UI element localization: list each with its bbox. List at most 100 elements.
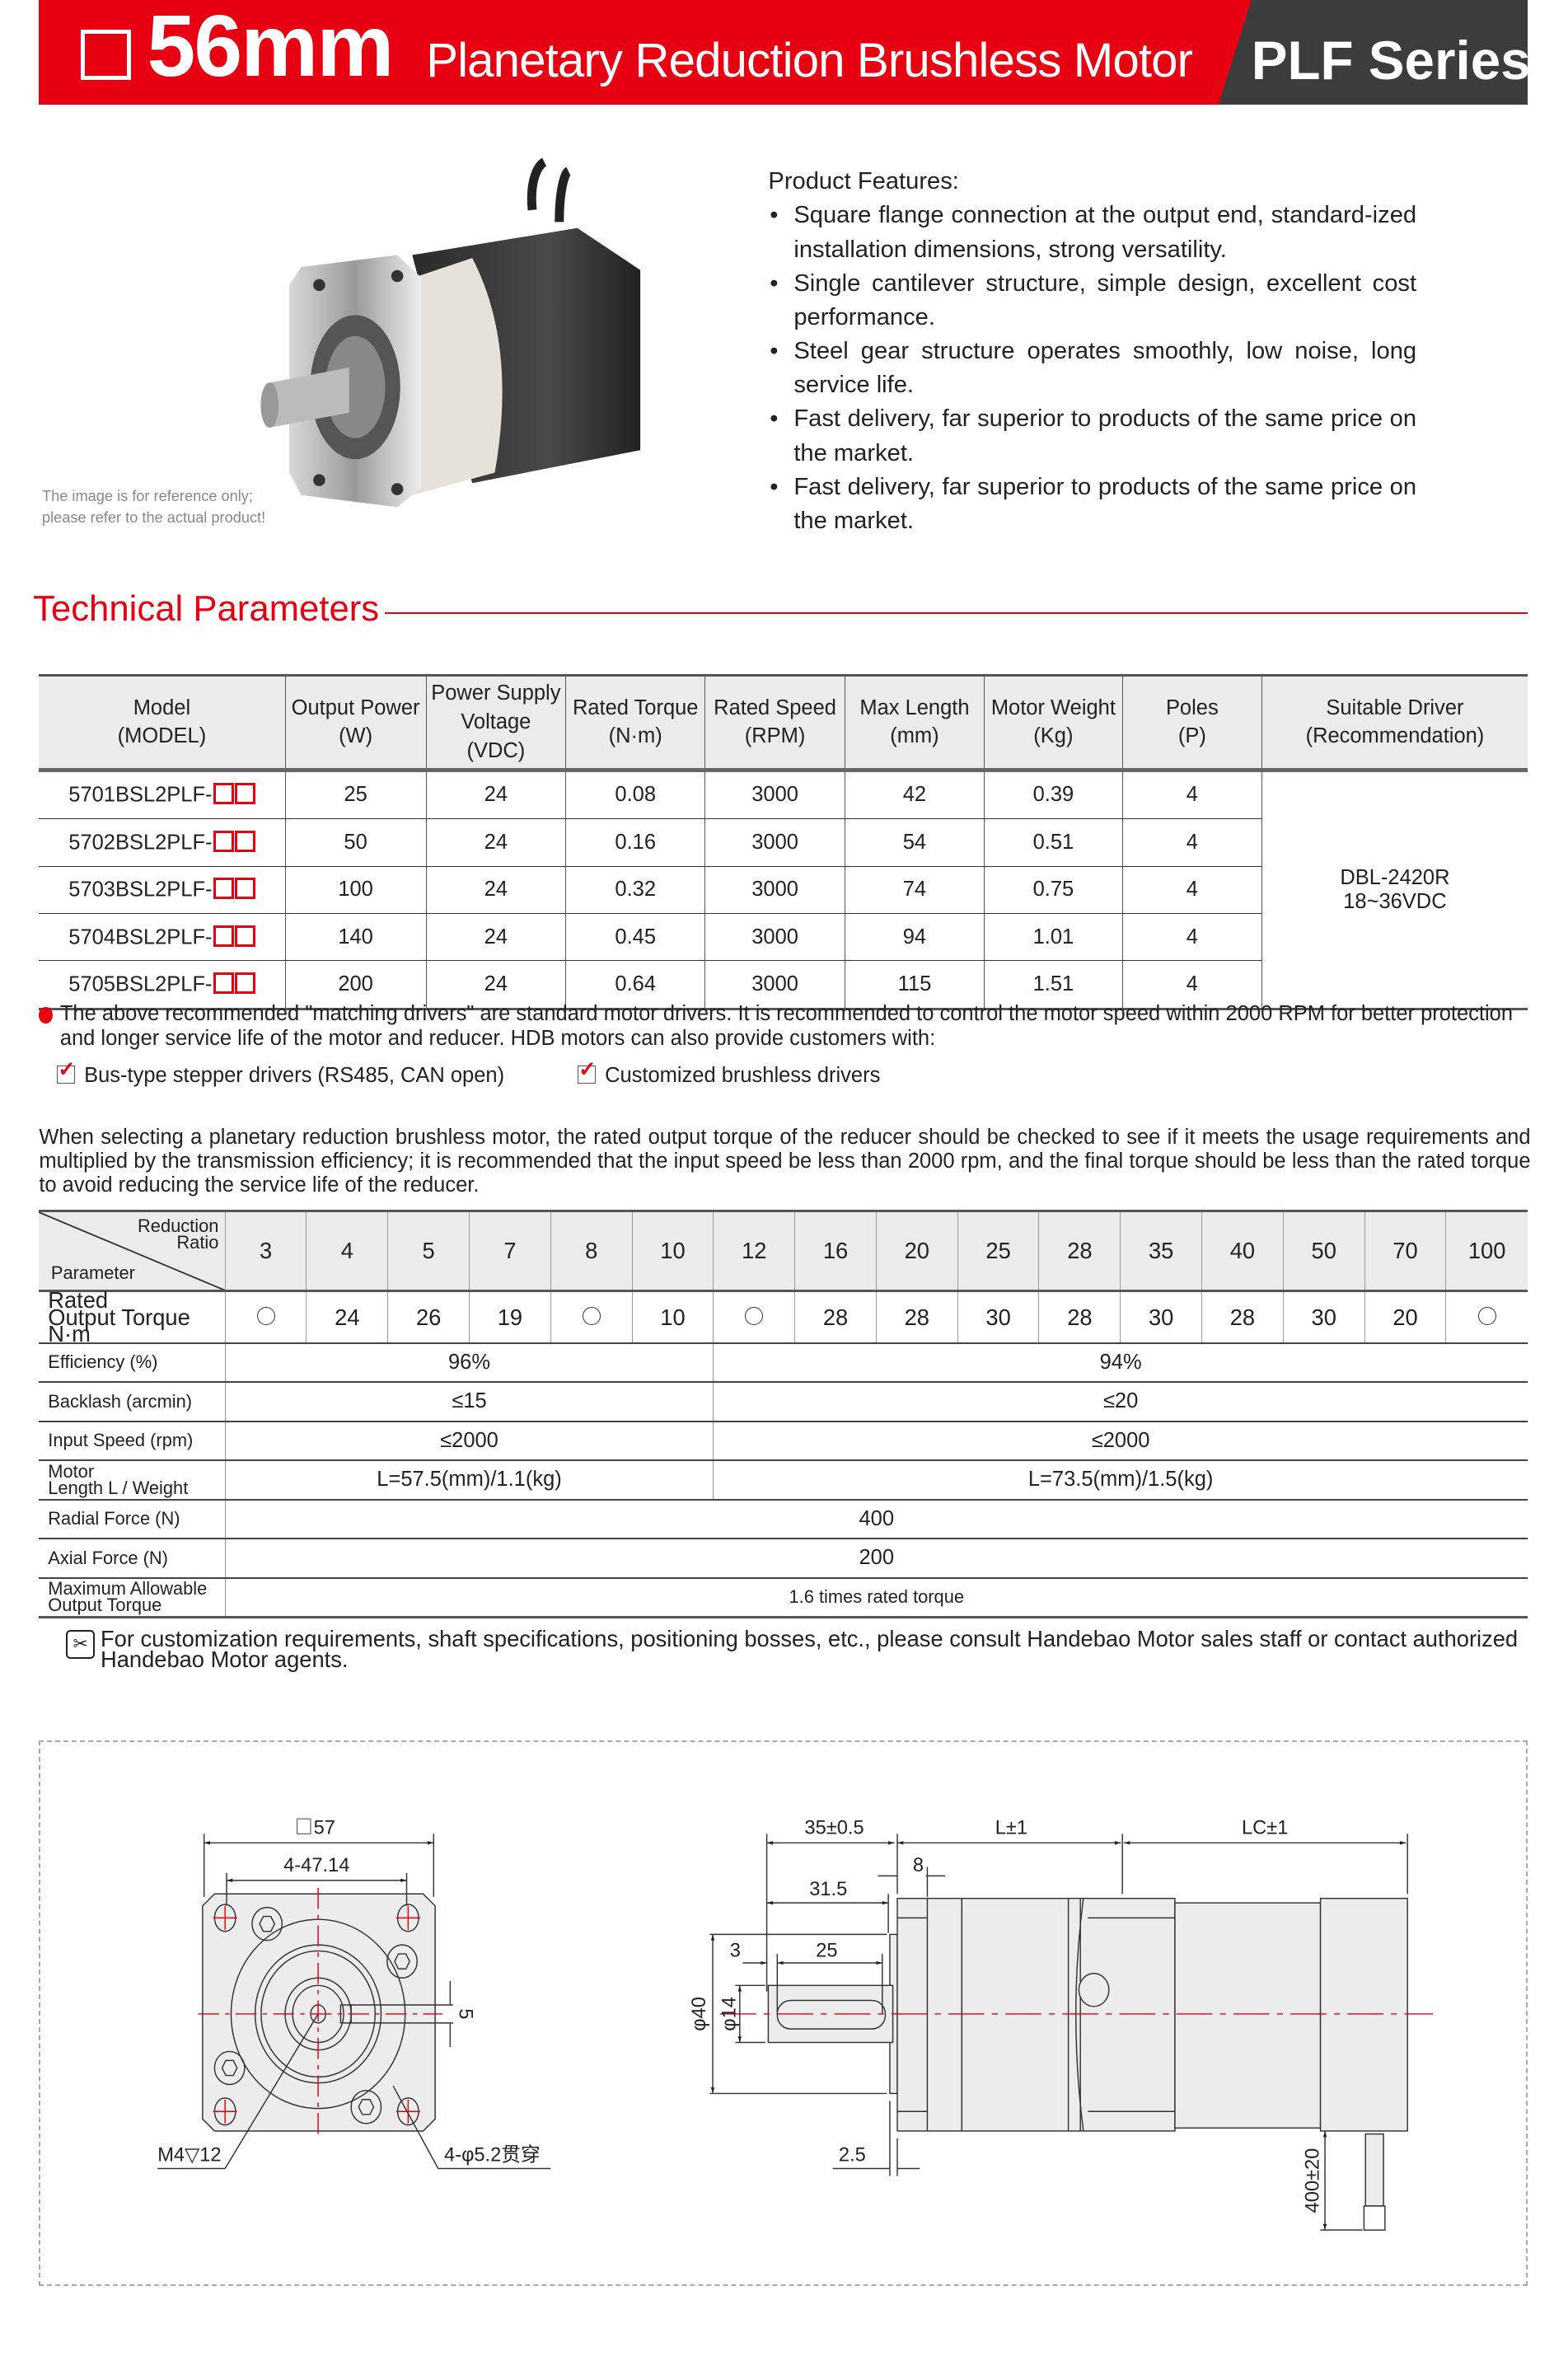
header-unit: (W) xyxy=(339,724,373,748)
header-line: Motor Weight xyxy=(990,696,1116,719)
value-cell: 25 xyxy=(284,770,427,820)
header-unit: (RPM) xyxy=(744,724,806,748)
row-label: Axial Force (N) xyxy=(39,1539,226,1579)
ratio-header: 28 xyxy=(1038,1211,1121,1293)
header-unit: (Recommendation) xyxy=(1305,724,1485,748)
cell-text: 24 xyxy=(484,783,508,807)
cell-text: 24 xyxy=(484,972,508,996)
header-line: Max Length xyxy=(859,696,970,719)
cell-text: 4 xyxy=(1186,878,1198,902)
caption-line: The image is for reference only; xyxy=(41,488,253,505)
table-row: Backlash (arcmin) ≤15 ≤20 xyxy=(39,1382,1528,1422)
cell-text: 3000 xyxy=(751,830,798,854)
cell-text: 0.51 xyxy=(1032,830,1074,854)
cell-text: 4 xyxy=(1186,972,1198,996)
dim-cable: 400±20 xyxy=(1303,2148,1324,2213)
value-cell: 100 xyxy=(284,866,427,914)
value-cell: 0.45 xyxy=(565,913,705,962)
value-cell: 4 xyxy=(1121,866,1262,914)
dim-LC: LC±1 xyxy=(1242,1817,1288,1838)
value-cell: 1.01 xyxy=(984,913,1123,962)
cell-text: 1.51 xyxy=(1032,972,1074,996)
cell-text: 4 xyxy=(1186,925,1198,948)
hex-bolt-icon xyxy=(213,1906,418,2124)
drawing-frame xyxy=(39,1740,1528,2286)
option-brushless-drivers: Customized brushless drivers xyxy=(578,1057,880,1088)
torque-cell xyxy=(224,1290,307,1344)
ratio-header: 50 xyxy=(1282,1211,1365,1293)
placeholder-box-icon xyxy=(235,972,255,994)
column-header: Rated Torque (N·m) xyxy=(565,675,705,772)
front-view-labels: 57 4-47.14 5 M4▽12 4-φ5.2贯穿 xyxy=(157,1817,540,2166)
header-size: 56mm xyxy=(147,0,394,96)
section-divider xyxy=(39,612,1528,614)
value-cell: 115 xyxy=(844,960,985,1009)
model-cell: 5702BSL2PLF- xyxy=(39,818,285,867)
dim-pitch: 4-47.14 xyxy=(283,1855,349,1876)
feature-item: Fast delivery, far superior to products … xyxy=(770,471,1416,538)
square-symbol-icon xyxy=(297,1818,311,1834)
row-label: Input Speed (rpm) xyxy=(39,1421,226,1462)
specs-table: Model (MODEL) Output Power (W) Power Supply … xyxy=(39,673,1528,1010)
ratio-header: 8 xyxy=(550,1211,633,1293)
value-cell: 0.32 xyxy=(565,866,705,914)
cell-text: 54 xyxy=(902,830,927,854)
label-line: Output Torque xyxy=(48,1595,162,1616)
torque-cell: 28 xyxy=(1201,1290,1284,1344)
value-cell: 50 xyxy=(284,818,427,867)
column-header: Output Power (W) xyxy=(284,675,427,772)
torque-cell: 30 xyxy=(1120,1290,1202,1344)
value-cell: 0.08 xyxy=(565,770,705,820)
ratio-header: 5 xyxy=(387,1211,470,1293)
scissors-icon: ✂ xyxy=(66,1629,96,1659)
ratio-header: 12 xyxy=(713,1211,795,1293)
placeholder-box-icon xyxy=(213,925,234,947)
product-features: Product Features: Square flange connecti… xyxy=(768,165,1416,538)
cell-text: 1.01 xyxy=(1032,925,1074,948)
value-low-ratio: 96% xyxy=(224,1342,714,1384)
dim-key: 5 xyxy=(454,2008,475,2019)
ratio-header: 35 xyxy=(1120,1211,1202,1293)
label-line: Motor xyxy=(48,1460,95,1482)
not-available-icon xyxy=(745,1306,764,1325)
value-low-ratio: ≤15 xyxy=(224,1382,714,1422)
driver-cell: DBL-2420R 18~36VDC xyxy=(1261,770,1528,1009)
cell-text: 4 xyxy=(1186,830,1198,854)
value-cell: 3000 xyxy=(704,913,845,962)
corner-label: Ratio xyxy=(176,1232,219,1253)
corner-label: Parameter xyxy=(50,1262,135,1283)
section-title: Technical Parameters xyxy=(33,588,386,630)
ratio-header: 3 xyxy=(224,1211,307,1293)
model-cell: 5704BSL2PLF- xyxy=(39,913,285,962)
column-header: Poles (P) xyxy=(1121,675,1262,772)
value-cell: 0.39 xyxy=(984,770,1123,820)
cell-text: 0.08 xyxy=(615,783,657,807)
torque-cell xyxy=(713,1290,795,1344)
value-cell: 4 xyxy=(1121,960,1262,1009)
series-banner xyxy=(1218,0,1528,105)
label-line: Length L / Weight xyxy=(48,1477,189,1498)
torque-cell: 20 xyxy=(1364,1290,1446,1344)
value-cell: 0.75 xyxy=(984,866,1123,914)
reducer-table: Reduction Ratio Parameter 3 4 5 7 8 10 12 16 20 25 2… xyxy=(39,1209,1528,1619)
value-cell: 3000 xyxy=(704,818,845,867)
dim-31-5: 31.5 xyxy=(809,1879,847,1900)
column-header: Max Length (mm) xyxy=(844,675,985,772)
ratio-header: 10 xyxy=(631,1211,714,1293)
ratio-header: 70 xyxy=(1364,1211,1446,1293)
ratio-header: 40 xyxy=(1201,1211,1284,1293)
cell-text: 100 xyxy=(338,878,373,902)
ratio-header: 20 xyxy=(875,1211,958,1293)
ratio-header: 25 xyxy=(957,1211,1039,1293)
placeholder-box-icon xyxy=(235,830,255,852)
not-available-icon xyxy=(582,1306,601,1325)
value-high-ratio: ≤20 xyxy=(713,1382,1528,1422)
features-title: Product Features: xyxy=(768,168,959,195)
header-unit: (MODEL) xyxy=(117,724,207,748)
value-cell: 3000 xyxy=(704,960,845,1009)
dim-dia40: φ40 xyxy=(689,1997,710,2031)
cell-text: 3000 xyxy=(751,783,798,807)
table-row: Motor Length L / Weight L=57.5(mm)/1.1(kg)… xyxy=(39,1460,1528,1501)
torque-cell: 26 xyxy=(387,1290,470,1344)
header-line: Rated Torque xyxy=(572,696,699,719)
